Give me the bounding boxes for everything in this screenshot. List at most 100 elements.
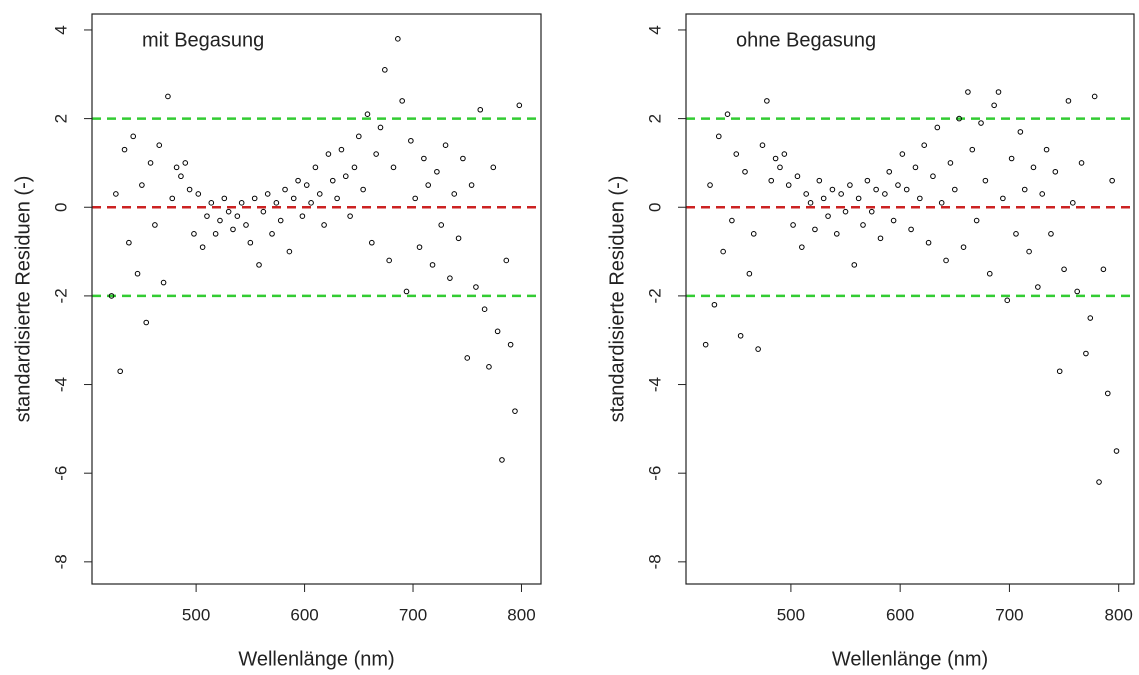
point (264, 191, 271, 197)
point (1048, 231, 1054, 237)
point (1104, 390, 1111, 397)
point (369, 239, 375, 246)
point (1035, 284, 1041, 290)
point (303, 182, 310, 188)
point (995, 89, 1002, 95)
point (917, 195, 923, 202)
point (126, 239, 132, 246)
point (178, 173, 184, 180)
point (1087, 315, 1094, 321)
point (737, 332, 744, 339)
y-tick-label: -4 (51, 377, 70, 392)
point (204, 213, 210, 219)
point (742, 168, 748, 175)
point (421, 155, 427, 162)
point (1030, 164, 1037, 171)
plot-frame (91, 13, 542, 585)
point (507, 341, 514, 348)
point (316, 191, 323, 197)
point (973, 217, 980, 224)
point (199, 244, 206, 250)
point (720, 248, 726, 255)
point (169, 195, 176, 202)
point (1096, 479, 1102, 485)
point (455, 235, 462, 242)
point (377, 124, 384, 131)
point (982, 177, 989, 184)
point (755, 346, 761, 352)
point (130, 133, 137, 140)
point (442, 142, 449, 148)
point (711, 301, 718, 308)
point (886, 168, 893, 175)
point (733, 151, 740, 157)
point (978, 120, 984, 126)
point (838, 191, 844, 197)
point (273, 200, 280, 206)
point (312, 164, 319, 171)
point (785, 182, 792, 188)
point (895, 182, 901, 188)
point (1000, 195, 1006, 202)
point (1100, 266, 1107, 273)
point (147, 160, 154, 166)
point (1026, 248, 1032, 255)
point (347, 213, 353, 219)
point (925, 239, 932, 246)
point (908, 226, 914, 233)
point (390, 164, 397, 171)
point (1074, 288, 1080, 295)
point (943, 257, 949, 264)
point (212, 231, 219, 237)
point (825, 213, 831, 219)
point (416, 244, 423, 250)
point (351, 164, 358, 171)
point (816, 177, 823, 184)
x-tick-label: 800 (507, 605, 535, 624)
point (247, 239, 254, 246)
point (355, 133, 362, 140)
point (930, 173, 936, 180)
y-tick-label: 2 (645, 114, 664, 123)
point (750, 231, 757, 237)
point (1004, 297, 1011, 304)
point (234, 213, 241, 219)
point (134, 270, 141, 277)
point (286, 248, 293, 255)
point (715, 133, 722, 140)
point (290, 195, 297, 202)
point (295, 177, 301, 184)
point (764, 98, 770, 104)
point (408, 137, 414, 144)
point (746, 270, 753, 277)
annotation: ohne Begasung (736, 29, 876, 51)
point (991, 102, 997, 109)
point (960, 244, 967, 250)
point (777, 164, 783, 171)
point (759, 142, 766, 148)
y-tick-label: 0 (645, 203, 664, 212)
y-tick-label: 4 (645, 25, 664, 34)
point (890, 217, 897, 224)
point (912, 164, 919, 171)
point (899, 151, 906, 157)
point (464, 355, 471, 361)
point (1113, 448, 1120, 454)
point (425, 182, 432, 188)
point (512, 408, 518, 414)
x-tick-label: 600 (886, 605, 914, 624)
point (338, 146, 345, 153)
point (160, 279, 167, 286)
point (117, 368, 123, 375)
point (477, 106, 484, 113)
point (1043, 146, 1050, 153)
point (269, 231, 275, 237)
point (121, 146, 128, 153)
point (299, 213, 306, 219)
y-tick-label: -6 (645, 466, 664, 481)
point (1021, 186, 1028, 193)
point (251, 195, 258, 202)
point (724, 111, 731, 117)
point (165, 93, 171, 100)
y-tick-label: -8 (51, 554, 70, 569)
